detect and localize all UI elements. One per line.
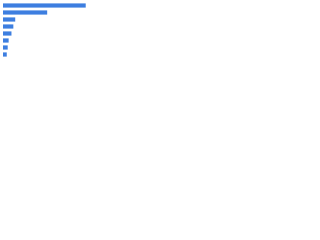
bar: [3, 3, 86, 8]
chart: [3, 3, 86, 57]
bar: [3, 52, 7, 57]
bar: [3, 24, 14, 29]
bar: [3, 10, 48, 15]
bar: [3, 45, 8, 50]
page: {"chart_data": {"type": "bar", "orientat…: [0, 0, 100, 71]
bar: [3, 31, 12, 36]
bar: [3, 38, 9, 43]
bar: [3, 17, 16, 22]
